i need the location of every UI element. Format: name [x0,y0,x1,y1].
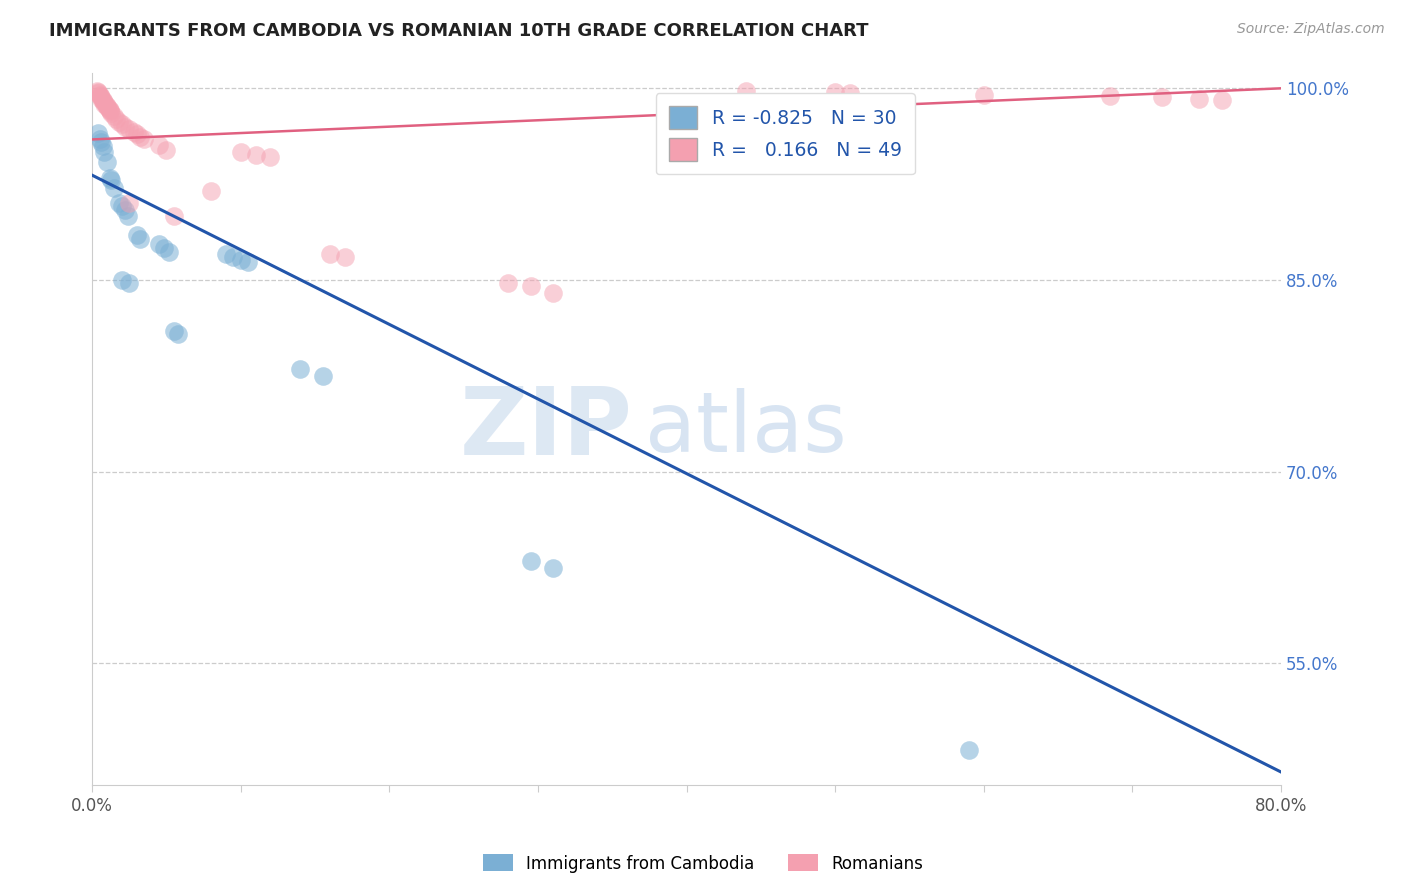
Point [541,285,564,300]
Point [200,184,222,198]
Point [98,170,121,185]
Point [148,137,170,152]
Point [238,255,260,269]
Point [541,560,564,574]
Point [319,247,342,261]
Point [215,247,238,261]
Legend: Immigrants from Cambodia, Romanians: Immigrants from Cambodia, Romanians [477,847,929,880]
Point [167,326,190,341]
Point [735,84,758,98]
Text: IMMIGRANTS FROM CAMBODIA VS ROMANIAN 10TH GRADE CORRELATION CHART: IMMIGRANTS FROM CAMBODIA VS ROMANIAN 10T… [49,22,869,40]
Point [87,126,110,140]
Point [824,85,846,99]
Point [87,87,110,101]
Legend: R = -0.825   N = 30, R =   0.166   N = 49: R = -0.825 N = 30, R = 0.166 N = 49 [655,93,915,175]
Point [311,368,333,383]
Point [86,84,108,98]
Point [100,173,122,187]
Point [96,155,118,169]
Point [159,244,181,259]
Point [103,181,125,195]
Point [97,102,120,116]
Point [96,100,118,114]
Point [290,362,312,376]
Point [91,93,114,107]
Point [519,279,541,293]
Point [111,273,134,287]
Point [259,150,281,164]
Point [118,276,141,290]
Point [245,148,267,162]
Point [148,237,170,252]
Point [1188,91,1211,105]
Point [229,145,252,160]
Point [90,91,112,105]
Point [155,143,177,157]
Point [229,252,252,267]
Point [89,87,111,102]
Point [163,209,186,223]
Point [118,196,141,211]
Point [108,114,131,128]
Point [222,250,245,264]
Point [98,104,121,119]
Point [96,99,118,113]
Point [117,209,139,223]
Point [152,241,174,255]
Point [93,95,115,110]
Point [519,554,541,568]
Point [496,276,519,290]
Point [125,128,148,142]
Point [91,94,114,108]
Point [90,135,112,149]
Point [103,110,125,124]
Point [1211,93,1233,107]
Point [93,145,115,160]
Point [128,232,150,246]
Point [98,103,121,117]
Point [1099,89,1122,103]
Point [122,125,145,139]
Point [94,98,117,112]
Point [111,199,134,213]
Point [114,202,136,217]
Point [114,120,136,134]
Point [93,96,115,111]
Point [973,87,995,102]
Text: Source: ZipAtlas.com: Source: ZipAtlas.com [1237,22,1385,37]
Point [134,132,156,146]
Point [333,250,356,264]
Point [125,228,148,243]
Text: ZIP: ZIP [460,383,633,475]
Point [839,87,862,101]
Point [957,743,980,757]
Point [163,324,186,338]
Point [111,117,134,131]
Point [108,196,131,211]
Text: atlas: atlas [645,388,846,469]
Point [100,105,122,120]
Point [128,129,150,144]
Point [1152,90,1174,104]
Point [118,122,141,136]
Point [91,138,114,153]
Point [89,89,111,103]
Point [87,85,110,99]
Point [89,132,111,146]
Point [90,90,112,104]
Point [104,112,127,126]
